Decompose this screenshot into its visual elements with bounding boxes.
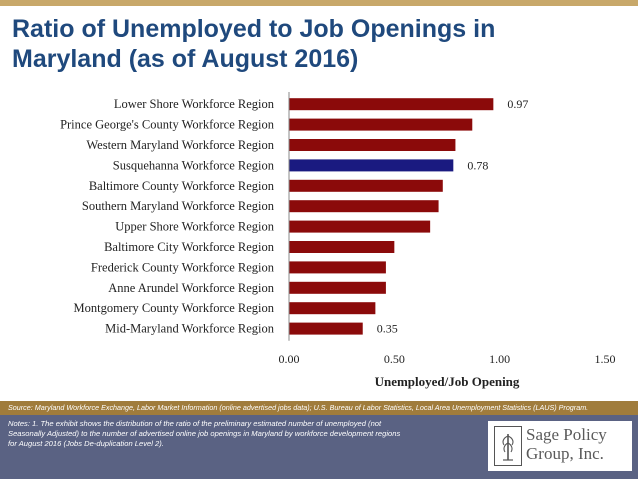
notes-line-3: for August 2016 (Jobs De-duplication Lev…	[8, 439, 164, 448]
notes-line-1: Notes: 1. The exhibit shows the distribu…	[8, 419, 382, 428]
data-label: 0.97	[507, 97, 528, 111]
company-logo: Sage Policy Group, Inc.	[488, 421, 632, 471]
top-accent-bar	[0, 0, 638, 6]
category-label: Anne Arundel Workforce Region	[108, 281, 274, 295]
x-axis-title: Unemployed/Job Opening	[375, 374, 520, 389]
source-text: Source: Maryland Workforce Exchange, Lab…	[8, 403, 589, 412]
category-label: Baltimore City Workforce Region	[104, 240, 275, 254]
data-label: 0.78	[467, 158, 488, 172]
x-tick-label: 0.00	[279, 352, 300, 366]
bar	[289, 302, 376, 315]
bar-chart: Lower Shore Workforce Region Prince Georg…	[60, 92, 616, 389]
category-label: Lower Shore Workforce Region	[114, 97, 275, 111]
category-label: Mid-Maryland Workforce Region	[105, 322, 275, 336]
bar	[289, 118, 473, 131]
category-label: Western Maryland Workforce Region	[86, 138, 274, 152]
category-label: Southern Maryland Workforce Region	[82, 199, 275, 213]
category-label: Baltimore County Workforce Region	[89, 179, 275, 193]
bar	[289, 322, 363, 335]
bar	[289, 281, 386, 294]
bar	[289, 139, 456, 151]
bar	[289, 98, 494, 111]
bar	[289, 241, 395, 253]
category-label: Montgomery County Workforce Region	[74, 301, 275, 315]
category-label: Upper Shore Workforce Region	[115, 220, 275, 234]
page-title: Ratio of Unemployed to Job Openings in M…	[12, 15, 496, 73]
x-tick-label: 1.00	[489, 352, 510, 366]
category-label: Prince George's County Workforce Region	[60, 118, 275, 132]
category-label: Frederick County Workforce Region	[91, 260, 275, 274]
logo-line-1: Sage Policy	[526, 425, 607, 444]
bar	[289, 200, 439, 213]
logo-wordmark: Sage Policy Group, Inc.	[526, 425, 607, 463]
logo-line-2: Group, Inc.	[526, 444, 604, 463]
bar	[289, 179, 443, 192]
notes-text: Notes: 1. The exhibit shows the distribu…	[8, 419, 478, 449]
logo-emblem-icon	[494, 426, 522, 466]
x-tick-label: 1.50	[595, 352, 616, 366]
notes-line-2: Seasonally Adjusted) to the number of ad…	[8, 429, 401, 438]
source-bar	[0, 401, 638, 415]
bar	[289, 261, 386, 274]
x-tick-label: 0.50	[384, 352, 405, 366]
category-label: Susquehanna Workforce Region	[113, 158, 275, 172]
bar	[289, 159, 454, 172]
bar	[289, 220, 431, 233]
data-label: 0.35	[377, 322, 398, 336]
